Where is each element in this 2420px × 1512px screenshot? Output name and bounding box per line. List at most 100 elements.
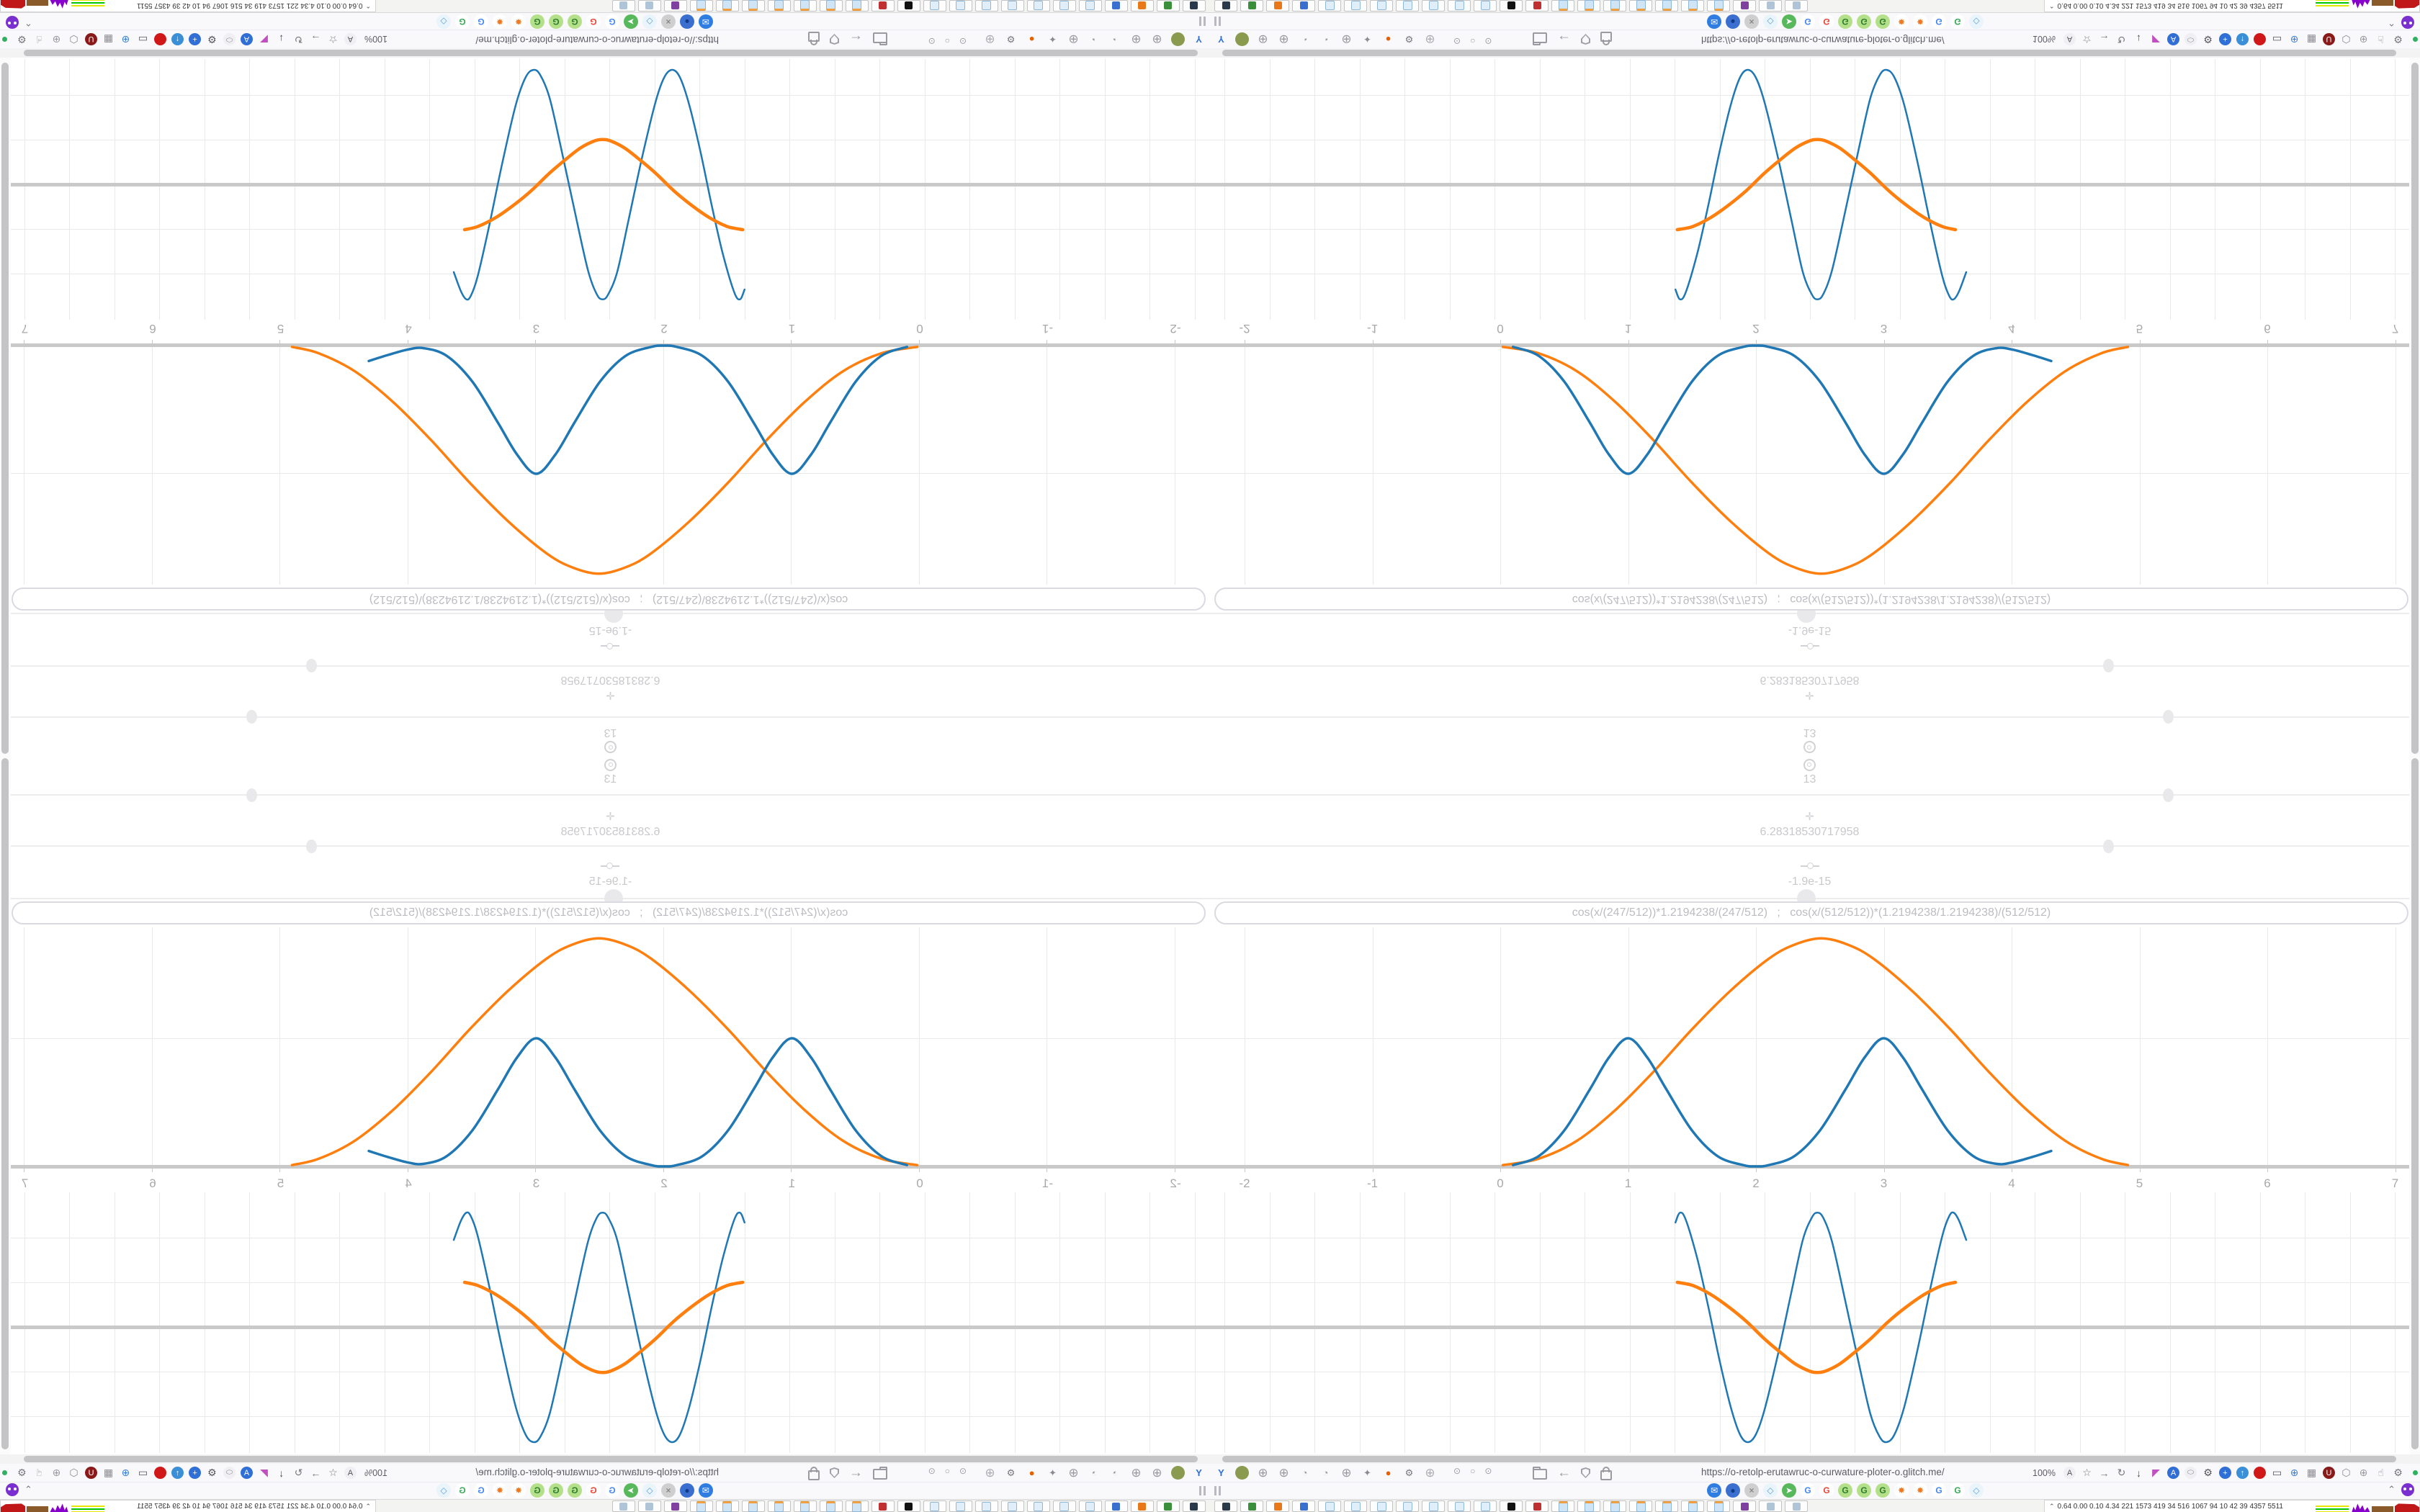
google-green-icon[interactable]: G [1838, 1483, 1852, 1498]
google-icon[interactable]: G [455, 1483, 470, 1498]
gear-orange-icon[interactable]: ✸ [1894, 1483, 1909, 1498]
calc-window-button[interactable] [690, 1500, 713, 1512]
wrench-icon[interactable]: ✦ [1049, 34, 1057, 45]
download-icon[interactable]: ↓ [2136, 1467, 2141, 1479]
google-icon[interactable]: G [1950, 14, 1965, 29]
globe-icon[interactable]: ⊕ [1068, 32, 1079, 47]
arrow-right-icon[interactable]: → [310, 1467, 321, 1479]
gear-icon[interactable]: ⚙ [1404, 1467, 1414, 1478]
slider-track[interactable] [1210, 845, 2409, 847]
paint-icon[interactable]: ◤ [260, 1467, 268, 1478]
gear-icon[interactable]: ⚙ [17, 1467, 27, 1478]
calc-window-button[interactable] [1707, 0, 1730, 12]
shield-icon[interactable] [830, 34, 839, 45]
gauge-icon[interactable]: ◔ [1112, 1467, 1119, 1478]
dot-icon[interactable]: ⊙ [1484, 36, 1492, 46]
gear-icon[interactable]: ⚙ [1404, 34, 1414, 45]
url-text[interactable]: https://o-retolp-erutawruc-o-curwature-p… [475, 35, 719, 45]
calc-window-button[interactable] [1577, 1500, 1600, 1512]
google-green-icon[interactable]: G [549, 1483, 563, 1498]
globe-blue-icon[interactable]: ⊕ [2290, 34, 2299, 45]
google-green-icon[interactable]: G [1876, 1483, 1890, 1498]
cube-icon[interactable]: ◇ [436, 14, 451, 29]
firefox-window-button[interactable] [1266, 0, 1289, 12]
slider-track[interactable] [11, 794, 1210, 796]
doc-window-button[interactable] [1053, 1500, 1076, 1512]
zoom-level-label[interactable]: 100% [2033, 1467, 2056, 1478]
google-green-icon[interactable]: G [1857, 14, 1871, 29]
floppy64-window-button[interactable] [1105, 0, 1128, 12]
slider-track[interactable] [1210, 794, 2409, 796]
up-circle-icon[interactable]: ↑ [2236, 1467, 2249, 1479]
calc-window-button[interactable] [716, 0, 739, 12]
chevron-up-icon[interactable]: ⌃ [24, 17, 32, 28]
gear-orange-icon[interactable]: ✸ [1913, 14, 1927, 29]
glitch-mask-icon[interactable] [2401, 16, 2414, 29]
cat-window-button[interactable] [897, 1500, 920, 1512]
google-icon[interactable]: G [1932, 1483, 1946, 1498]
horizontal-scrollbar[interactable] [0, 1454, 1210, 1464]
ghost-window-button[interactable] [664, 0, 687, 12]
vertical-scrollbar[interactable] [0, 756, 11, 1454]
circle-icon[interactable]: ○ [944, 1466, 950, 1476]
doc-window-button[interactable] [1370, 0, 1393, 12]
trash-icon[interactable]: ▭ [138, 1467, 148, 1478]
red-gear-window-button[interactable] [871, 0, 895, 12]
vertical-scrollbar-thumb[interactable] [1, 758, 9, 1449]
scroll-window-button[interactable] [612, 1500, 635, 1512]
gear-dark-icon[interactable]: ⚙ [2203, 34, 2213, 45]
green-app-window-button[interactable] [1157, 1500, 1180, 1512]
calc-window-button[interactable] [1707, 1500, 1730, 1512]
ublock-icon[interactable]: U [85, 33, 97, 45]
reload-icon[interactable]: ↻ [294, 34, 303, 45]
star-icon[interactable]: ☆ [2082, 34, 2092, 45]
paint-icon[interactable]: ◤ [2152, 1467, 2160, 1478]
cube-icon[interactable]: ◇ [1763, 1483, 1778, 1498]
record-icon[interactable] [2254, 1467, 2266, 1479]
globe-icon[interactable]: ⊕ [1068, 1465, 1079, 1480]
cube-icon[interactable]: ◇ [436, 1483, 451, 1498]
doc-window-button[interactable] [1027, 0, 1050, 12]
horizontal-scrollbar[interactable] [0, 48, 1210, 58]
calc-window-button[interactable] [820, 1500, 843, 1512]
record-icon[interactable] [154, 1467, 166, 1479]
up-circle-icon[interactable]: ↑ [171, 33, 184, 45]
gauge-icon[interactable]: ◔ [1301, 1467, 1308, 1478]
globe-gray-icon[interactable]: ⊕ [52, 1467, 61, 1478]
globe-icon[interactable]: ⊕ [985, 1465, 995, 1480]
firefox-icon[interactable]: ● [1028, 34, 1035, 45]
dot-icon[interactable]: ⊙ [1453, 1466, 1461, 1476]
reload-icon[interactable]: ↻ [2117, 34, 2126, 45]
slider-thumb[interactable] [246, 788, 258, 802]
cat-window-button[interactable] [1500, 1500, 1523, 1512]
wrench-icon[interactable]: ✦ [1363, 34, 1371, 45]
compass-icon[interactable]: ➤ [1782, 14, 1796, 29]
vertical-scrollbar-thumb[interactable] [2411, 758, 2419, 1449]
back-arrow-icon[interactable]: ← [1557, 32, 1571, 48]
glitch-mask-icon[interactable] [6, 16, 19, 29]
globe-icon[interactable]: ⊕ [1341, 32, 1352, 47]
up-circle-icon[interactable]: ↑ [171, 1467, 184, 1479]
calc-window-button[interactable] [846, 0, 869, 12]
calc-window-button[interactable] [794, 1500, 817, 1512]
mail-icon[interactable]: ✉ [1707, 1483, 1721, 1498]
google-green-icon[interactable]: G [568, 14, 582, 29]
globe-icon[interactable]: ⊕ [1258, 1465, 1268, 1480]
calc-window-button[interactable] [1551, 0, 1574, 12]
gear-orange-icon[interactable]: ✸ [511, 1483, 526, 1498]
red-gear-window-button[interactable] [1525, 1500, 1549, 1512]
shield-gray-icon[interactable]: ⬡ [69, 1467, 79, 1478]
muted-speaker-icon[interactable]: × [661, 14, 676, 29]
pill-icon[interactable]: ⬭ [2184, 33, 2197, 45]
doc-window-button[interactable] [1344, 1500, 1367, 1512]
doc-window-button[interactable] [1318, 1500, 1341, 1512]
record-icon[interactable] [154, 33, 166, 45]
firefox-window-button[interactable] [1131, 0, 1154, 12]
url-text[interactable]: https://o-retolp-erutawruc-o-curwature-p… [1701, 35, 1945, 45]
firefox-window-button[interactable] [1131, 1500, 1154, 1512]
pinned-item[interactable] [1214, 1486, 1222, 1495]
monitor-window-button[interactable] [1214, 1500, 1237, 1512]
cube-icon[interactable]: ◇ [1969, 14, 1984, 29]
star-icon[interactable]: ☆ [2082, 1467, 2092, 1478]
calc-window-button[interactable] [1681, 1500, 1704, 1512]
